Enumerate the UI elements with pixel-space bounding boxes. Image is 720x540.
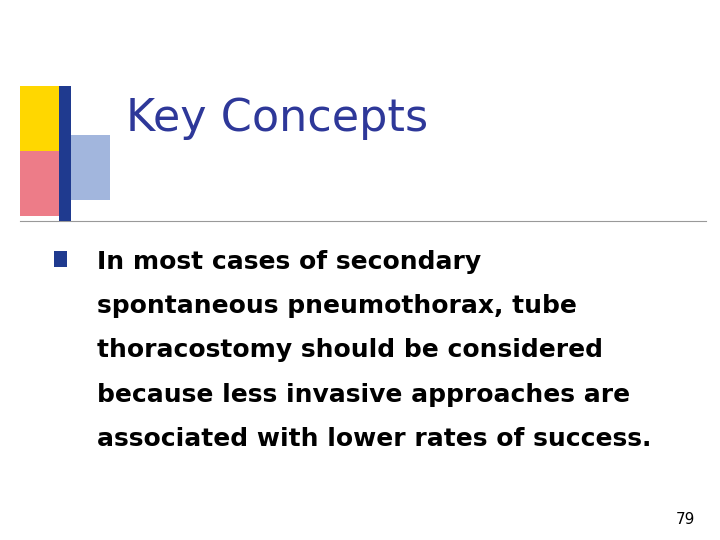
Text: because less invasive approaches are: because less invasive approaches are [97, 383, 630, 407]
Bar [20, 151, 62, 216]
Bar [20, 86, 62, 151]
Text: 79: 79 [675, 511, 695, 526]
Text: spontaneous pneumothorax, tube: spontaneous pneumothorax, tube [97, 294, 577, 318]
Text: In most cases of secondary: In most cases of secondary [97, 250, 482, 274]
Text: associated with lower rates of success.: associated with lower rates of success. [97, 427, 652, 451]
Bar [59, 86, 71, 221]
Text: Key Concepts: Key Concepts [126, 97, 428, 140]
Bar [54, 251, 67, 267]
Text: thoracostomy should be considered: thoracostomy should be considered [97, 339, 603, 362]
Bar [71, 135, 110, 200]
